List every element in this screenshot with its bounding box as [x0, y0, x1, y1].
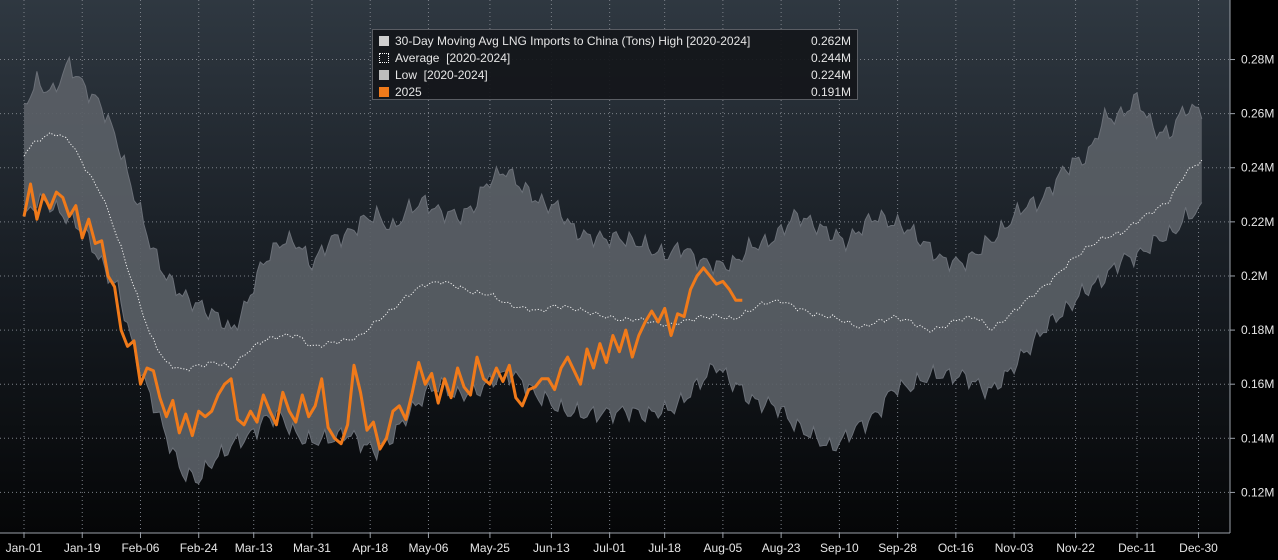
x-tick-label: May-25	[470, 541, 510, 555]
x-tick-label: Jan-19	[64, 541, 101, 555]
legend: 30-Day Moving Avg LNG Imports to China (…	[372, 29, 858, 100]
legend-value-average: 0.244M	[810, 50, 851, 65]
x-tick-label: Jun-13	[533, 541, 570, 555]
x-tick-label: Mar-31	[293, 541, 331, 555]
legend-item-low: Low [2020-2024] 0.224M	[379, 66, 851, 83]
x-tick-label: Mar-13	[235, 541, 273, 555]
legend-label-low: Low [2020-2024]	[395, 67, 488, 82]
legend-item-high: 30-Day Moving Avg LNG Imports to China (…	[379, 32, 851, 49]
legend-label-average: Average [2020-2024]	[395, 50, 511, 65]
y-tick-label: 0.28M	[1241, 53, 1274, 67]
legend-swatch-high	[379, 35, 389, 46]
x-tick-label: Feb-24	[180, 541, 218, 555]
x-tick-label: Nov-03	[995, 541, 1034, 555]
series-average-line	[23, 132, 1203, 372]
y-tick-label: 0.2M	[1241, 269, 1268, 283]
x-tick-label: Apr-18	[352, 541, 388, 555]
series-layer	[22, 132, 1203, 451]
legend-item-average: Average [2020-2024] 0.244M	[379, 49, 851, 66]
legend-label-2025: 2025	[395, 84, 422, 99]
series-high-line	[23, 55, 1203, 332]
x-tick-label: Jul-18	[648, 541, 681, 555]
series-2025-line	[22, 182, 743, 451]
legend-label-high: 30-Day Moving Avg LNG Imports to China (…	[395, 33, 751, 48]
x-tick-label: Dec-30	[1179, 541, 1218, 555]
x-tick-label: Oct-16	[938, 541, 974, 555]
band-high-low-area	[24, 57, 1202, 484]
y-tick-label: 0.16M	[1241, 377, 1274, 391]
x-tick-label: Dec-11	[1118, 541, 1156, 555]
x-tick-label: May-06	[408, 541, 448, 555]
x-tick-label: Jul-01	[593, 541, 626, 555]
x-tick-label: Nov-22	[1056, 541, 1095, 555]
x-tick-label: Feb-06	[121, 541, 159, 555]
x-tick-label: Aug-23	[762, 541, 801, 555]
legend-value-high: 0.262M	[810, 33, 851, 48]
legend-item-2025: 2025 0.191M	[379, 83, 851, 100]
y-tick-label: 0.14M	[1241, 431, 1274, 445]
y-tick-label: 0.22M	[1241, 215, 1274, 229]
x-tick-label: Jan-01	[6, 541, 43, 555]
legend-value-2025: 0.191M	[810, 84, 851, 99]
legend-swatch-low	[379, 69, 389, 80]
x-tick-label: Aug-05	[704, 541, 743, 555]
y-tick-label: 0.24M	[1241, 161, 1274, 175]
y-tick-label: 0.26M	[1241, 107, 1274, 121]
legend-value-low: 0.224M	[810, 67, 851, 82]
high-low-band	[23, 55, 1203, 485]
legend-swatch-average	[379, 52, 389, 63]
y-tick-label: 0.18M	[1241, 323, 1274, 337]
y-tick-label: 0.12M	[1241, 485, 1274, 499]
x-tick-label: Sep-10	[820, 541, 859, 555]
legend-swatch-2025	[379, 86, 389, 97]
x-tick-label: Sep-28	[878, 541, 917, 555]
series-low-line	[23, 192, 1203, 485]
